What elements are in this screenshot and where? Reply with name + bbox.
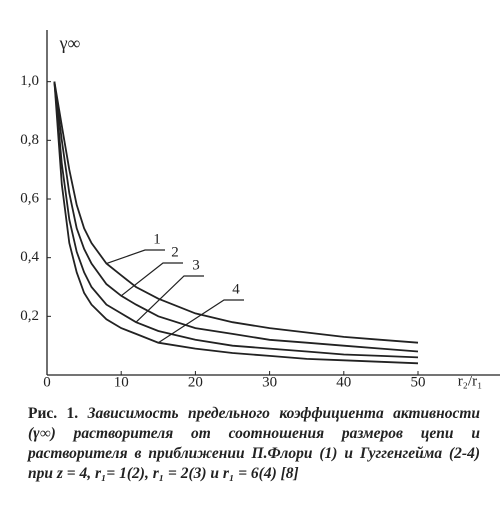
caption-text: Зависимость предельного коэффициента акт… [28,405,481,482]
series-label: 4 [232,281,240,297]
leader-line [157,299,244,344]
x-tick-label: 20 [188,374,203,390]
y-tick-label: 0,4 [20,249,39,265]
leader-line [135,275,204,323]
caption: Рис. 1. Зависимость предельного коэффици… [28,404,480,484]
x-tick-label: 0 [43,374,51,390]
series-line [53,81,419,344]
series-line [53,81,419,359]
chart: γ∞ r₂/r₁ 0,2 0,4 0,6 0,8 1,0 0 10 20 30 40 50 123 4 [20,30,500,390]
series-line [53,81,419,365]
leader-line [120,262,183,297]
y-tick-label: 0,6 [20,190,39,206]
series-line [53,81,419,353]
x-tick-label: 10 [114,374,129,390]
y-axis-label: γ∞ [59,33,81,53]
y-tick-label: 0,2 [20,308,39,324]
caption-label: Рис. 1. [28,405,79,422]
x-tick-label: 40 [336,374,351,390]
series-label: 2 [171,244,179,260]
y-tick-label: 1,0 [20,73,39,89]
x-axis-label: r₂/r₁ [458,373,483,389]
series-label: 1 [153,231,161,247]
series-label: 3 [192,257,200,273]
y-tick-label: 0,8 [20,132,39,148]
x-tick-label: 50 [411,374,426,390]
leader-line [106,249,165,265]
x-tick-label: 30 [262,374,277,390]
